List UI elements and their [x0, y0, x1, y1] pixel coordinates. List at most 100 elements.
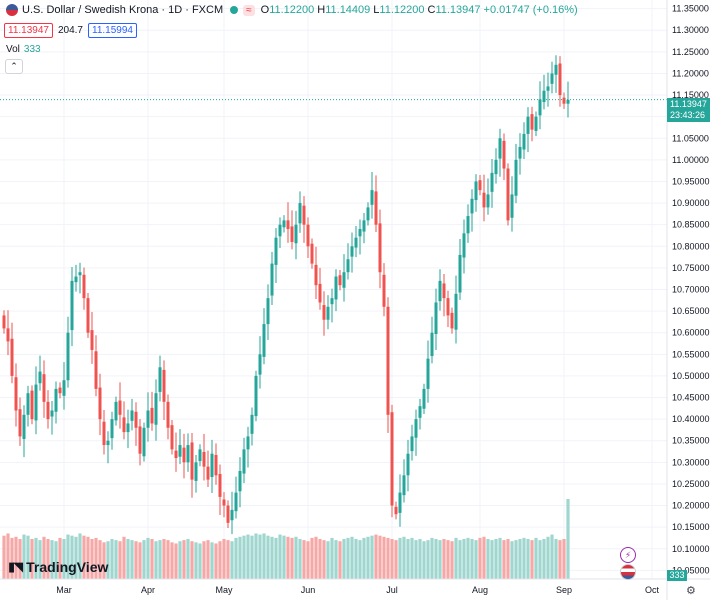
candle-body: [470, 198, 474, 214]
volume-bar: [286, 536, 290, 579]
bar-countdown: 23:43:26: [670, 110, 706, 120]
volume-bar: [166, 540, 170, 579]
volume-bar: [2, 535, 6, 579]
candle-body: [78, 272, 82, 276]
candle-body: [142, 427, 146, 457]
volume-bar: [334, 540, 338, 579]
y-tick-label: 10.05000: [672, 565, 710, 575]
candle-body: [14, 377, 18, 411]
volume-bar: [458, 540, 462, 579]
x-tick-label: Apr: [141, 585, 155, 595]
y-tick-label: 11.25000: [672, 47, 709, 57]
y-tick-label: 11.20000: [672, 68, 709, 78]
candle-body: [466, 216, 470, 234]
volume-bar: [566, 499, 570, 579]
volume-bar: [86, 536, 90, 579]
bolt-icon[interactable]: ⚡: [620, 547, 636, 563]
volume-bar: [162, 539, 166, 579]
x-tick-label: Oct: [645, 585, 660, 595]
high-value: 11.14409: [325, 4, 371, 16]
volume-bar: [34, 537, 38, 579]
volume-bar: [450, 541, 454, 579]
market-status-icon[interactable]: [230, 6, 239, 14]
candle-body: [330, 298, 334, 305]
tradingview-logo[interactable]: ▮◥ TradingView: [8, 559, 108, 575]
volume-bar: [430, 537, 434, 579]
y-tick-label: 10.25000: [672, 479, 710, 489]
volume-bar: [254, 533, 258, 579]
candle-body: [494, 159, 498, 175]
candle-body: [122, 417, 126, 433]
candle-body: [114, 401, 118, 421]
volume-bar: [22, 534, 26, 579]
volume-bar: [330, 537, 334, 579]
candle-body: [514, 159, 518, 196]
candle-body: [126, 423, 130, 433]
volume-bar: [550, 534, 554, 579]
candle-body: [50, 410, 54, 417]
candle-body: [438, 280, 442, 302]
bid-ask-row: 11.13947 204.7 11.15994: [4, 23, 137, 38]
sell-price-button[interactable]: 11.13947: [4, 23, 53, 38]
candle-body: [490, 172, 494, 192]
buy-price-button[interactable]: 11.15994: [88, 23, 137, 38]
candle-body: [206, 466, 210, 480]
candle-body: [146, 410, 150, 428]
volume-bar: [270, 536, 274, 579]
volume-bar: [14, 536, 18, 579]
logo-text: TradingView: [26, 559, 109, 575]
chevron-up-icon[interactable]: ⌃: [5, 59, 23, 74]
volume-bar: [494, 539, 498, 579]
volume-bar: [194, 542, 198, 579]
candle-body: [198, 449, 202, 462]
candle-body: [10, 338, 14, 376]
y-tick-label: 10.35000: [672, 436, 710, 446]
symbol-title[interactable]: U.S. Dollar / Swedish Krona · 1D · FXCM: [22, 4, 224, 16]
candle-body: [254, 375, 258, 417]
volume-bar: [130, 540, 134, 579]
volume-bar: [38, 540, 42, 579]
volume-bar: [526, 539, 530, 579]
volume-bar: [470, 539, 474, 579]
gear-icon[interactable]: ⚙: [686, 585, 696, 597]
close-key: C: [427, 4, 436, 16]
volume-bar: [242, 535, 246, 579]
volume-bar: [62, 539, 66, 579]
candle-body: [362, 220, 366, 232]
close-value: 11.13947: [435, 4, 481, 16]
volume-bar: [386, 537, 390, 579]
candle-body: [6, 328, 10, 342]
volume-label[interactable]: Vol: [6, 44, 20, 55]
volume-bar: [514, 540, 518, 579]
candle-body: [554, 64, 558, 75]
volume-bar: [218, 541, 222, 579]
volume-bar: [122, 536, 126, 579]
us-flag-icon[interactable]: [620, 564, 636, 580]
volume-bar: [350, 536, 354, 579]
candle-body: [210, 453, 214, 478]
time-axis[interactable]: Mar Apr May Jun Jul Aug Sep Oct: [56, 585, 659, 595]
candle-body: [110, 419, 114, 439]
candle-body: [70, 280, 74, 331]
candle-body: [286, 220, 290, 230]
candle-body: [358, 229, 362, 237]
candle-body: [2, 315, 6, 329]
candle-body: [366, 207, 370, 221]
volume-bar: [82, 535, 86, 579]
y-tick-label: 10.10000: [672, 544, 710, 554]
candle-body: [238, 470, 242, 492]
x-tick-label: Sep: [556, 585, 572, 595]
candle-body: [338, 275, 342, 286]
candle-body: [150, 407, 154, 424]
volume-bar: [46, 539, 50, 579]
low-value: 11.12200: [379, 4, 425, 16]
spread-value: 204.7: [57, 25, 83, 36]
volume-bar: [294, 536, 298, 579]
price-axis[interactable]: 11.35000 11.30000 11.25000 11.20000 11.15000…: [672, 4, 710, 576]
approx-badge[interactable]: ≈: [243, 4, 255, 16]
candle-body: [302, 205, 306, 225]
change-value: +0.01747 (+0.16%): [483, 4, 578, 16]
volume-bar: [142, 540, 146, 579]
candle-body: [318, 283, 322, 303]
